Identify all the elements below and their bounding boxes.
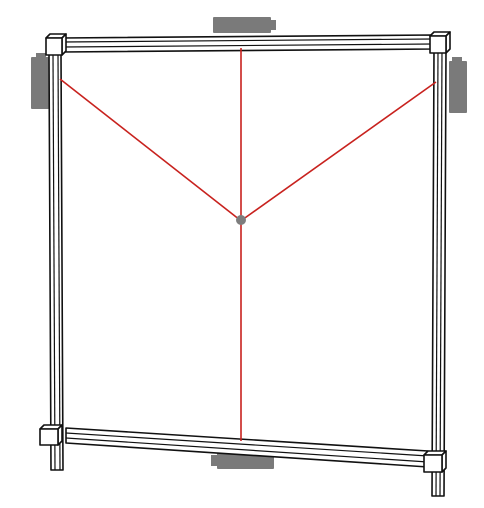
motor-top [213,17,271,33]
rails [48,34,447,497]
corner-blocks [39,31,451,473]
top-rail [61,34,433,53]
left-post [48,53,64,471]
corner-block-bottom-left [39,424,63,446]
corner-block-bottom-right [423,450,447,473]
motor-right-cap [452,57,462,65]
motor-left-cap [36,53,46,61]
motor-top-cap [266,20,276,30]
motor-right [449,61,467,113]
cables [59,48,437,441]
motors [31,17,467,469]
cable-top-left [59,78,241,221]
motor-left [31,57,49,109]
corner-block-top-left [45,33,67,56]
right-post [431,49,447,497]
end-effector [236,215,246,225]
cable-top-right [241,81,437,221]
corner-block-top-right [429,31,451,54]
motor-bottom-cap [211,455,221,466]
